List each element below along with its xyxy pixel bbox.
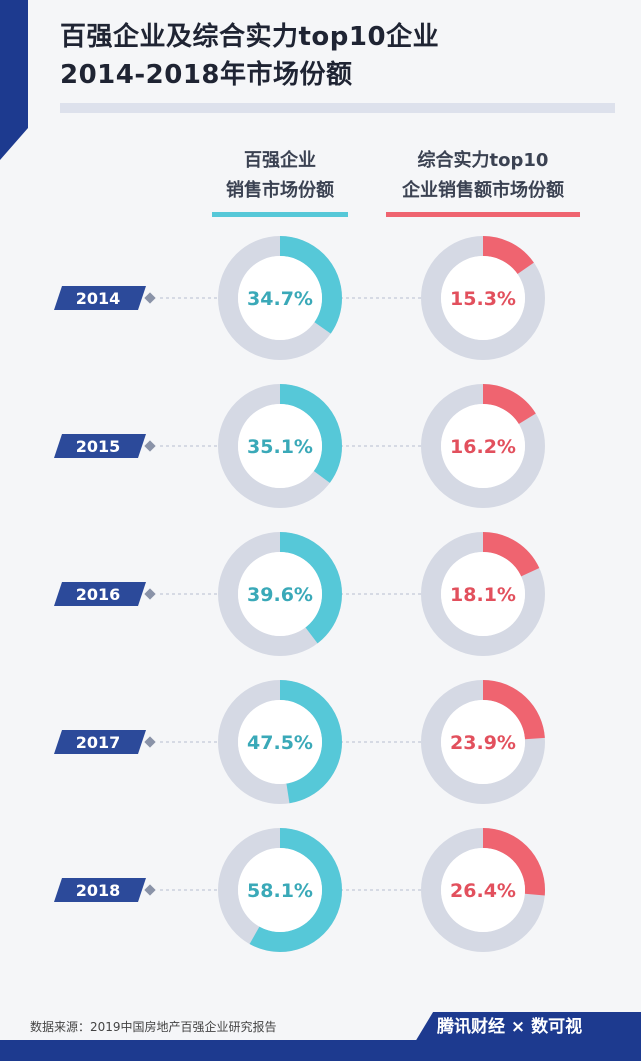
donut-segment: [218, 236, 342, 360]
data-label: 26.4%: [450, 880, 516, 902]
donut-segment: [218, 680, 342, 804]
year-label: 2014: [76, 289, 121, 308]
year-label: 2017: [76, 733, 121, 752]
donut-hole: [238, 256, 322, 340]
data-label: 23.9%: [450, 732, 516, 754]
donut-segment: [421, 236, 545, 360]
legend-left: 百强企业 销售市场份额: [212, 146, 348, 217]
data-label: 47.5%: [247, 732, 313, 754]
donut-hole: [441, 404, 525, 488]
data-label: 39.6%: [247, 584, 313, 606]
year-badge: [54, 582, 146, 606]
data-label: 35.1%: [247, 436, 313, 458]
legend-right-swatch: [386, 212, 580, 217]
diamond-marker: [144, 736, 156, 748]
data-label: 18.1%: [450, 584, 516, 606]
year-label: 2016: [76, 585, 121, 604]
donut-segment: [421, 532, 545, 656]
year-badge: [54, 434, 146, 458]
year-badge: [54, 730, 146, 754]
donut-hole: [238, 700, 322, 784]
data-label: 58.1%: [247, 880, 313, 902]
data-label: 16.2%: [450, 436, 516, 458]
legend-left-line2: 销售市场份额: [226, 180, 334, 201]
data-label: 15.3%: [450, 288, 516, 310]
year-label: 2015: [76, 437, 121, 456]
year-badge: [54, 286, 146, 310]
diamond-marker: [144, 292, 156, 304]
donut-hole: [441, 848, 525, 932]
footer-band: [0, 1040, 641, 1061]
diamond-marker: [144, 588, 156, 600]
legend-right-line2: 企业销售额市场份额: [402, 180, 564, 201]
donut-hole: [441, 256, 525, 340]
brand-logo: 腾讯财经 × 数可视: [415, 1012, 641, 1042]
diamond-marker: [144, 884, 156, 896]
donut-segment: [218, 384, 342, 508]
legend-right-line1: 综合实力top10: [417, 150, 549, 171]
corner-decoration: [0, 0, 28, 160]
title-line-1: 百强企业及综合实力top10企业: [60, 22, 440, 52]
donut-hole: [238, 848, 322, 932]
donut-hole: [441, 700, 525, 784]
donut-segment: [421, 680, 545, 804]
source-note: 数据来源：2019中国房地产百强企业研究报告: [30, 1020, 277, 1034]
donut-segment: [218, 828, 342, 952]
title-line-2: 2014-2018年市场份额: [60, 60, 353, 90]
legend-right: 综合实力top10 企业销售额市场份额: [386, 146, 580, 217]
donut-segment: [421, 828, 545, 952]
donut-hole: [238, 404, 322, 488]
page-title: 百强企业及综合实力top10企业 2014-2018年市场份额: [60, 18, 439, 94]
legend-left-line1: 百强企业: [244, 150, 316, 171]
year-badge: [54, 878, 146, 902]
legend-left-swatch: [212, 212, 348, 217]
year-label: 2018: [76, 881, 121, 900]
title-divider: [60, 103, 615, 113]
donut-segment: [218, 532, 342, 656]
diamond-marker: [144, 440, 156, 452]
donut-hole: [238, 552, 322, 636]
donut-hole: [441, 552, 525, 636]
donut-segment: [421, 384, 545, 508]
data-label: 34.7%: [247, 288, 313, 310]
